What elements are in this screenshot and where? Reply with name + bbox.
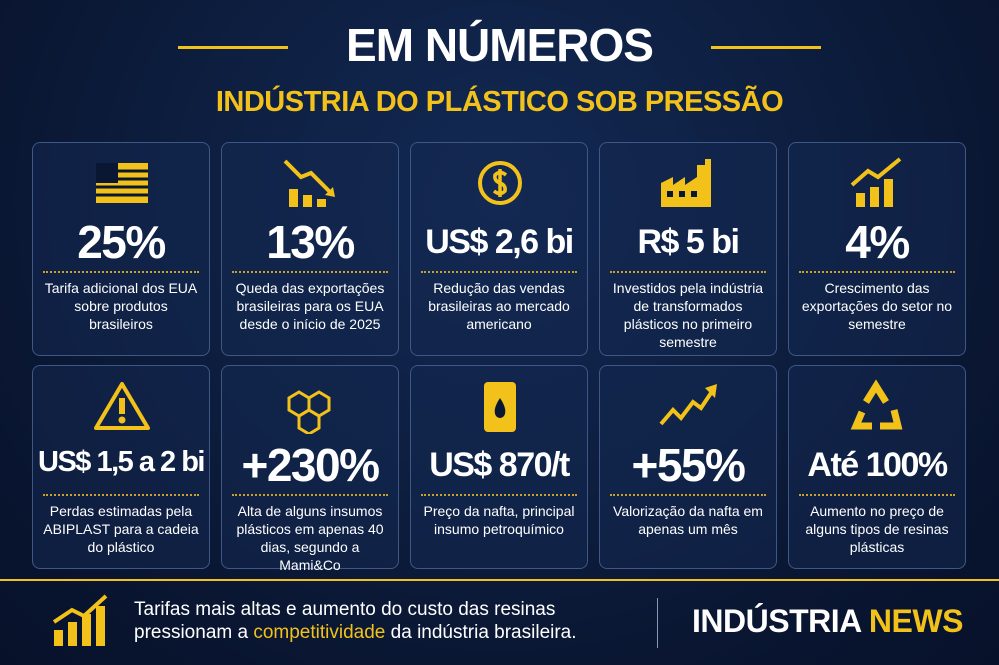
brand-accent: NEWS <box>868 603 964 639</box>
stat-description: Aumento no preço de alguns tipos de resi… <box>805 503 949 555</box>
icon <box>96 163 148 203</box>
stat-description: Valorização da nafta em apenas um mês <box>613 503 763 537</box>
stat-description: Investidos pela indústria de transformad… <box>612 280 764 350</box>
footer-rule <box>0 579 999 581</box>
stat-card: 4% Crescimento das exportações do setor n… <box>788 142 966 356</box>
separator <box>610 494 766 496</box>
stat-description: Perdas estimadas pela ABIPLAST para a ca… <box>43 503 199 555</box>
separator <box>232 494 388 496</box>
stat-value: +230% <box>241 439 380 491</box>
footer-text: Tarifas mais altas e aumento do custo da… <box>134 598 634 644</box>
stat-value: +55% <box>631 439 746 491</box>
stat-value: US$ 870/t <box>429 446 570 484</box>
divider <box>657 598 658 648</box>
separator <box>232 271 388 273</box>
stat-description: Crescimento das exportações do setor no … <box>801 280 953 332</box>
stat-card: 25% Tarifa adicional dos EUA sobre produt… <box>32 142 210 356</box>
brand-main: INDÚSTRIA <box>692 603 861 639</box>
stat-card: R$ 5 bi Investidos pela indústria de tran… <box>599 142 777 356</box>
separator <box>421 494 577 496</box>
separator <box>43 271 199 273</box>
footer-icon <box>52 594 108 646</box>
icon <box>661 159 711 207</box>
stat-card: +55% Valorização da nafta em apenas um mê… <box>599 365 777 569</box>
footer-text-part: Tarifas mais altas e aumento do custo da… <box>134 599 556 643</box>
footer-text-part: da indústria brasileira. <box>390 622 577 643</box>
stat-card: US$ 2,6 bi Redução das vendas brasileiras… <box>410 142 588 356</box>
title-rule <box>711 46 821 49</box>
stat-description: Alta de alguns insumos plásticos em apen… <box>236 503 384 573</box>
icon <box>283 159 335 207</box>
stat-card: 13% Queda das exportações brasileiras par… <box>221 142 399 356</box>
stat-value: Até 100% <box>807 446 948 484</box>
icon <box>94 382 150 430</box>
separator <box>799 494 955 496</box>
stat-description: Preço da nafta, principal insumo petroqu… <box>423 503 575 537</box>
icon <box>478 161 522 205</box>
stat-card: US$ 1,5 a 2 bi Perdas estimadas pela ABIP… <box>32 365 210 569</box>
stat-value: 13% <box>266 216 355 268</box>
stat-description: Tarifa adicional dos EUA sobre produtos … <box>44 280 198 332</box>
separator <box>610 271 766 273</box>
icon <box>484 382 516 432</box>
separator <box>421 271 577 273</box>
icon <box>287 390 331 434</box>
stat-card: Até 100% Aumento no preço de alguns tipos… <box>788 365 966 569</box>
title: EM NÚMEROS <box>346 19 654 71</box>
footer-highlight: competitividade <box>253 622 386 643</box>
stat-value: US$ 1,5 a 2 bi <box>38 446 206 478</box>
title-rule <box>178 46 288 49</box>
icon <box>850 157 902 207</box>
stat-value: 25% <box>77 216 166 268</box>
stat-description: Queda das exportações brasileiras para o… <box>235 280 385 332</box>
subtitle: INDÚSTRIA DO PLÁSTICO SOB PRESSÃO <box>215 86 784 118</box>
stat-value: 4% <box>845 216 910 268</box>
brand: INDÚSTRIA NEWS <box>692 603 963 640</box>
icon <box>659 384 717 426</box>
stat-value: R$ 5 bi <box>637 223 740 261</box>
separator <box>43 494 199 496</box>
stat-value: US$ 2,6 bi <box>425 223 574 261</box>
icon <box>850 379 903 430</box>
stat-description: Redução das vendas brasileiras ao mercad… <box>428 280 570 332</box>
separator <box>799 271 955 273</box>
stat-card: US$ 870/t Preço da nafta, principal insum… <box>410 365 588 569</box>
stat-card: +230% Alta de alguns insumos plásticos em… <box>221 365 399 573</box>
